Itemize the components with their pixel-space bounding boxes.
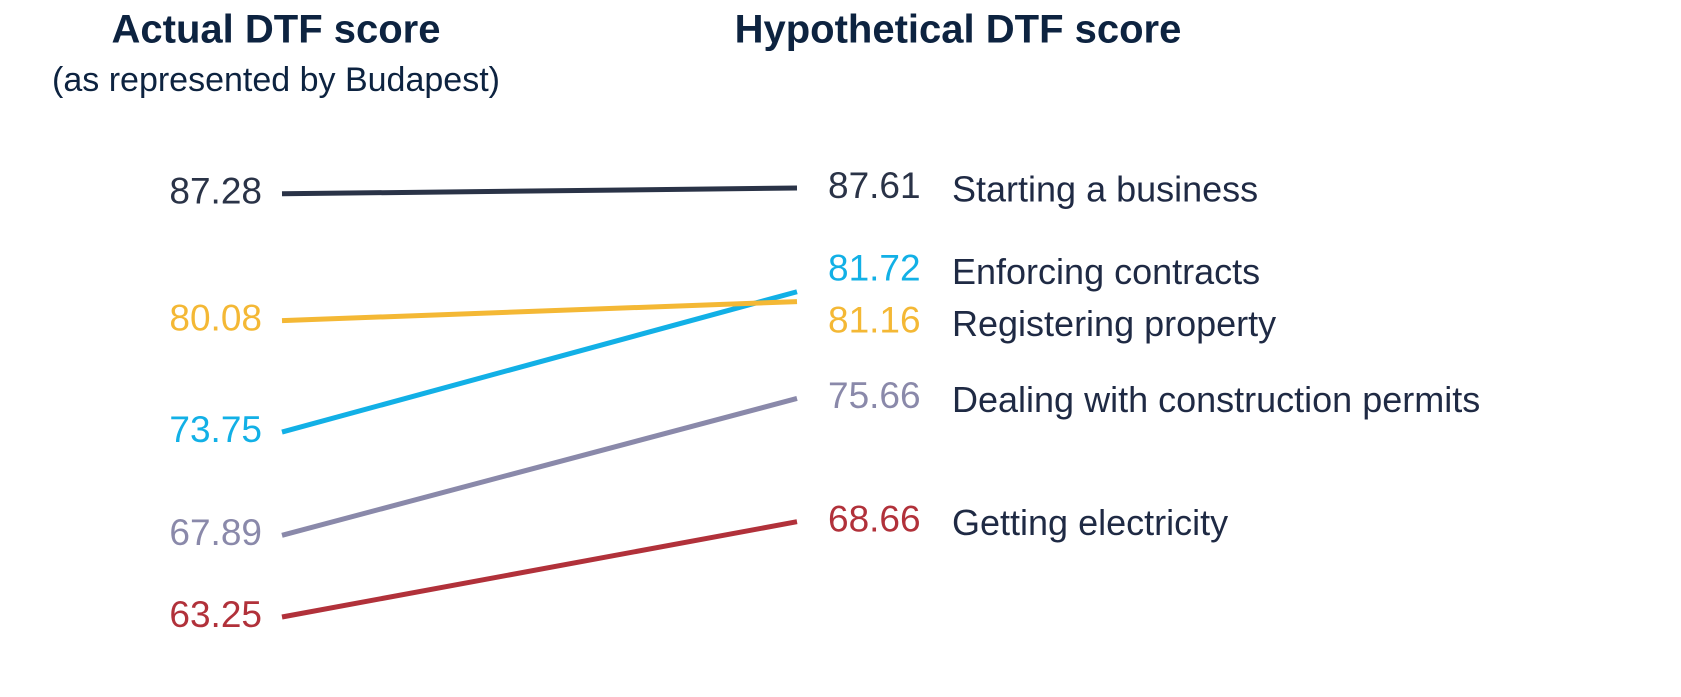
series-name: Getting electricity <box>952 502 1228 543</box>
series-name: Dealing with construction permits <box>952 379 1480 420</box>
start-value-label: 67.89 <box>169 512 262 553</box>
slope-line <box>281 299 798 324</box>
subtitle: (as represented by Budapest) <box>52 61 500 99</box>
slope-line <box>281 519 798 620</box>
series-name: Starting a business <box>952 169 1258 210</box>
end-value-label: 81.72 <box>828 247 921 288</box>
end-value-label: 81.16 <box>828 299 921 340</box>
start-value-label: 87.28 <box>169 171 262 212</box>
end-value-label: 75.66 <box>828 375 921 416</box>
end-value-label: 87.61 <box>828 165 921 206</box>
start-value-label: 73.75 <box>169 409 262 450</box>
left-heading: Actual DTF score <box>112 8 441 52</box>
start-value-label: 80.08 <box>169 297 262 338</box>
series-name: Registering property <box>952 303 1276 344</box>
slope-line <box>281 185 798 197</box>
start-value-label: 63.25 <box>169 594 262 635</box>
slope-line <box>281 289 798 435</box>
slope-line <box>281 396 798 538</box>
end-value-label: 68.66 <box>828 499 921 540</box>
right-heading: Hypothetical DTF score <box>735 8 1182 52</box>
series-name: Enforcing contracts <box>952 251 1260 292</box>
